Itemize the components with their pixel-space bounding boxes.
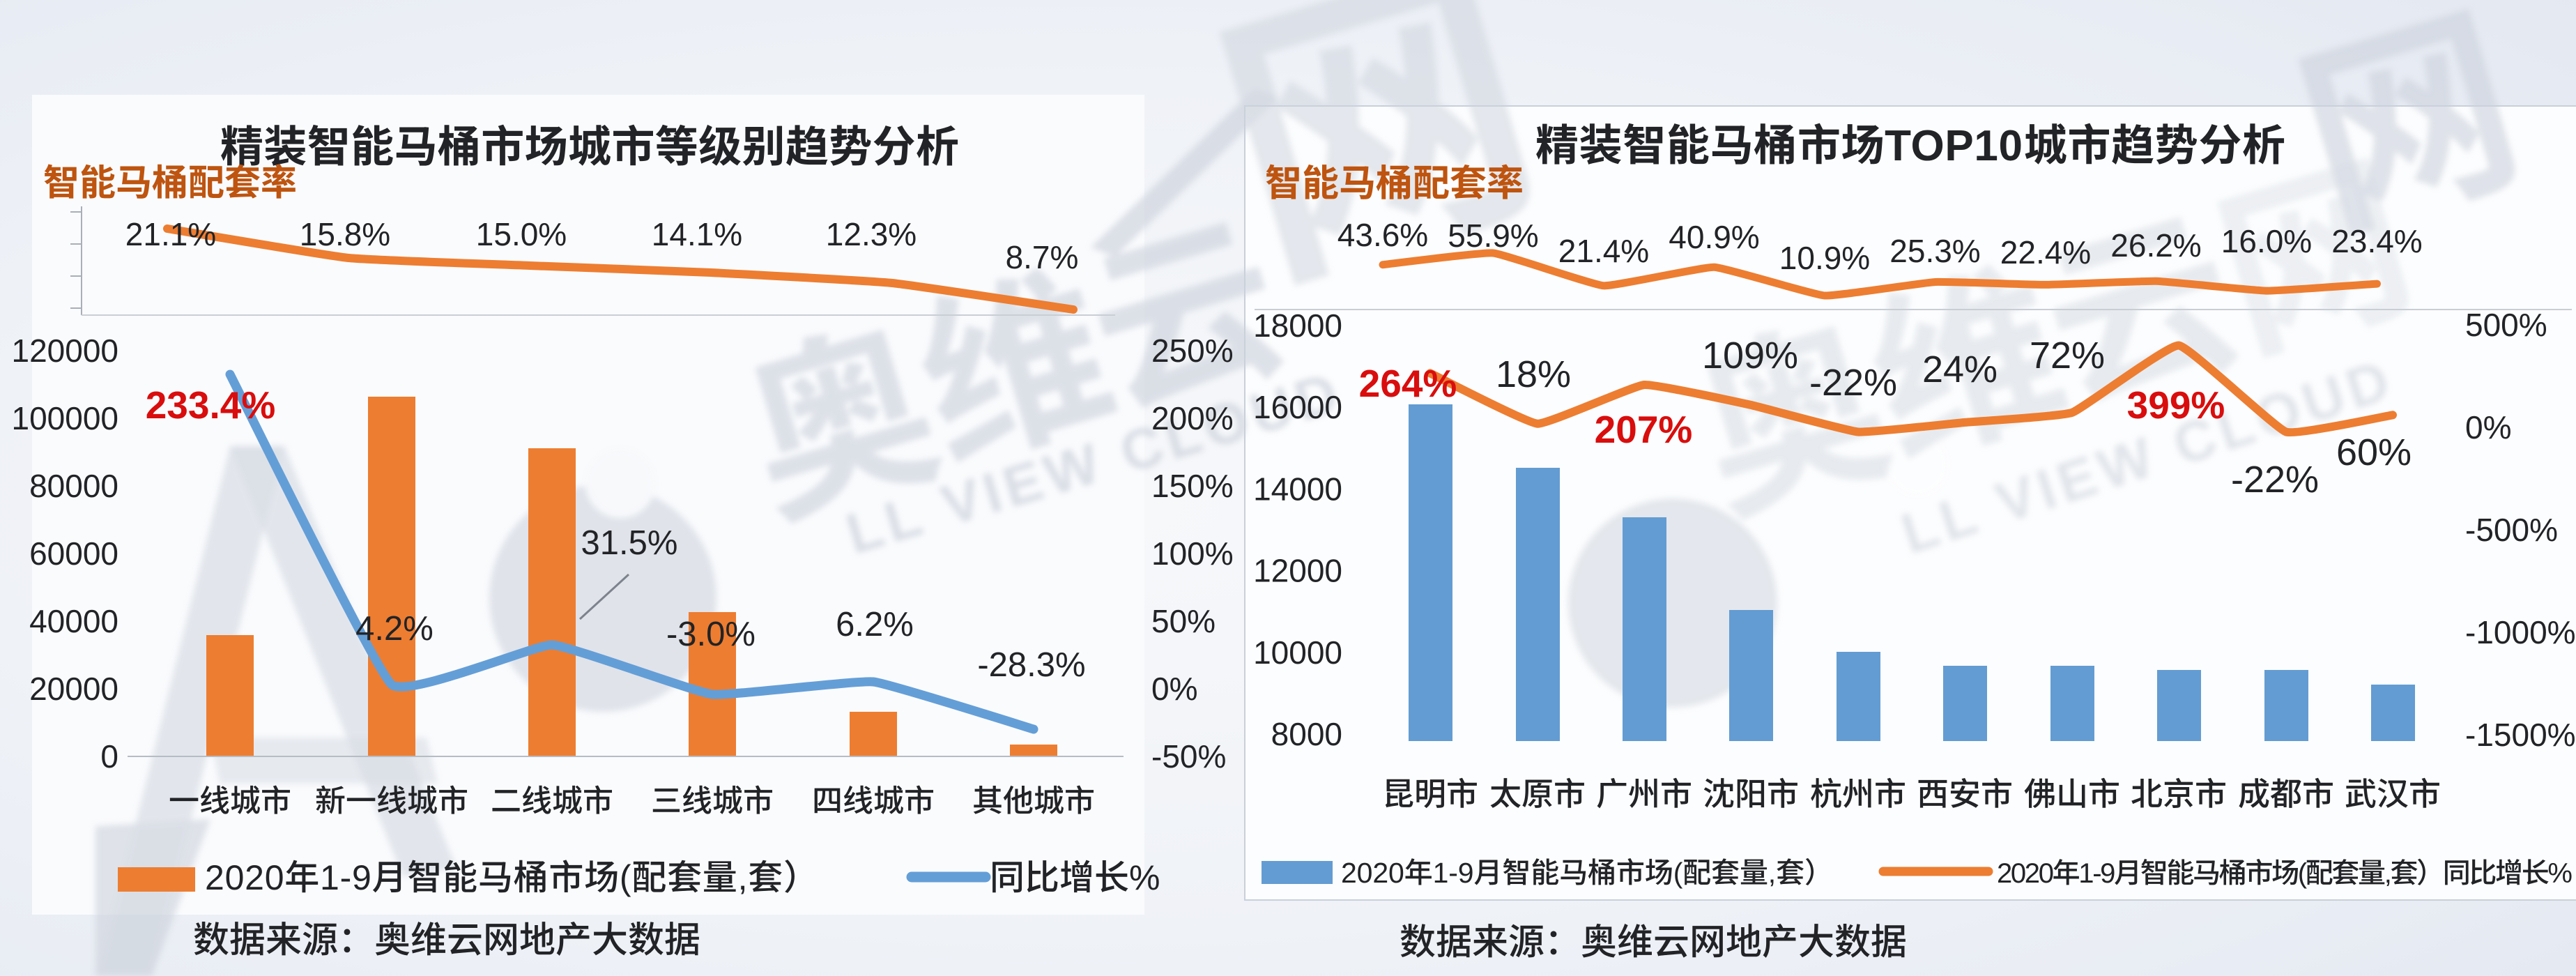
svg-text:12000: 12000 [1253, 553, 1342, 589]
svg-text:(: ( [1673, 857, 1683, 889]
svg-text:10.9%: 10.9% [1779, 240, 1870, 276]
svg-text:,: , [738, 858, 749, 897]
svg-text:18%: 18% [1496, 353, 1571, 395]
svg-text:20000: 20000 [29, 671, 118, 707]
svg-text:%: % [2547, 858, 2572, 889]
svg-text:24%: 24% [1922, 349, 1998, 390]
svg-text:-3.0%: -3.0% [666, 616, 756, 653]
svg-text:22.4%: 22.4% [2000, 234, 2091, 270]
svg-text:15.0%: 15.0% [476, 216, 567, 252]
svg-text:15.8%: 15.8% [300, 216, 390, 252]
svg-text:40000: 40000 [29, 603, 118, 639]
svg-text:TOP10: TOP10 [1885, 122, 2023, 170]
svg-text:16.0%: 16.0% [2221, 223, 2312, 259]
svg-text:500%: 500% [2465, 307, 2547, 343]
svg-text:14000: 14000 [1253, 471, 1342, 507]
svg-text:0: 0 [100, 738, 118, 775]
svg-text:207%: 207% [1595, 408, 1693, 451]
svg-text:2020: 2020 [1341, 857, 1404, 889]
svg-text:26.2%: 26.2% [2110, 227, 2201, 264]
svg-text:,: , [1768, 857, 1776, 889]
svg-text:18000: 18000 [1253, 307, 1342, 344]
svg-text:233.4%: 233.4% [146, 383, 276, 427]
svg-text:8000: 8000 [1271, 716, 1342, 752]
svg-text:2020: 2020 [205, 858, 284, 897]
svg-text:1-9: 1-9 [2078, 858, 2115, 889]
svg-text:-22%: -22% [1809, 362, 1897, 404]
svg-text:-50%: -50% [1151, 738, 1226, 775]
svg-text:200%: 200% [1151, 400, 1234, 436]
svg-text:100000: 100000 [12, 400, 119, 436]
svg-text:23.4%: 23.4% [2331, 223, 2422, 259]
svg-text:-22%: -22% [2231, 459, 2319, 501]
svg-text:21.4%: 21.4% [1558, 233, 1649, 269]
svg-text:100%: 100% [1151, 535, 1234, 572]
svg-text:264%: 264% [1359, 362, 1457, 405]
svg-text:72%: 72% [2030, 335, 2105, 376]
svg-text:-500%: -500% [2465, 512, 2558, 548]
svg-text:0%: 0% [1151, 671, 1197, 707]
svg-text:,: , [2384, 858, 2391, 889]
svg-text:4.2%: 4.2% [355, 610, 434, 648]
svg-text:55.9%: 55.9% [1448, 218, 1538, 254]
svg-text:120000: 120000 [12, 333, 119, 369]
svg-text:10000: 10000 [1253, 634, 1342, 671]
svg-text:-28.3%: -28.3% [977, 646, 1085, 684]
svg-text:14.1%: 14.1% [652, 216, 742, 252]
svg-text:-1000%: -1000% [2465, 614, 2576, 650]
svg-text:60000: 60000 [29, 535, 118, 572]
svg-text:%: % [1129, 858, 1160, 897]
svg-text:21.1%: 21.1% [125, 216, 216, 252]
svg-text:-1500%: -1500% [2465, 717, 2576, 753]
svg-text:80000: 80000 [29, 468, 118, 504]
svg-text:60%: 60% [2336, 432, 2412, 473]
svg-text:150%: 150% [1151, 468, 1234, 504]
svg-text:109%: 109% [1702, 335, 1798, 376]
svg-text:12.3%: 12.3% [826, 216, 917, 252]
svg-text:16000: 16000 [1253, 389, 1342, 425]
svg-text:40.9%: 40.9% [1669, 219, 1759, 255]
svg-text:6.2%: 6.2% [836, 606, 914, 643]
svg-text:1-9: 1-9 [1433, 857, 1474, 889]
svg-text:0%: 0% [2465, 409, 2511, 445]
svg-text:31.5%: 31.5% [581, 524, 678, 562]
svg-text:2020: 2020 [1997, 858, 2053, 889]
svg-text:250%: 250% [1151, 333, 1234, 369]
svg-text:8.7%: 8.7% [1006, 239, 1079, 275]
svg-text:(: ( [620, 858, 631, 897]
svg-text:25.3%: 25.3% [1889, 233, 1980, 269]
svg-text:50%: 50% [1151, 603, 1216, 639]
svg-text:43.6%: 43.6% [1337, 217, 1428, 253]
svg-text:399%: 399% [2127, 383, 2225, 427]
svg-text:1-9: 1-9 [320, 858, 372, 897]
